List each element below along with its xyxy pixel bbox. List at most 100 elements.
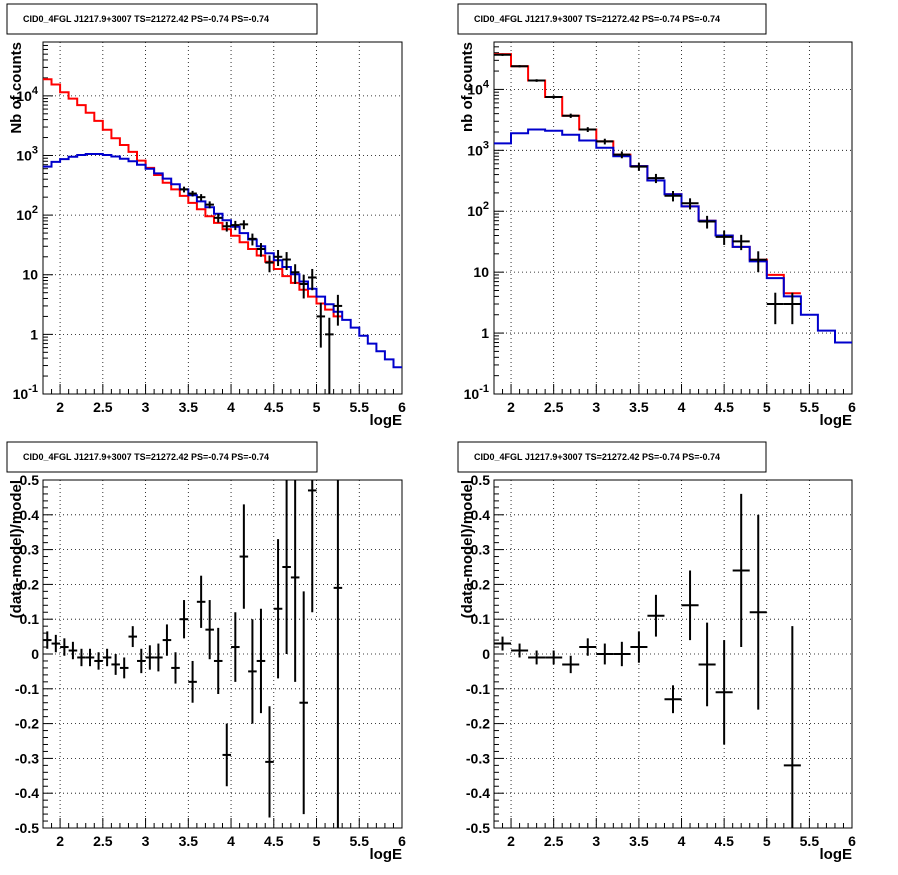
data-point (647, 594, 665, 637)
data-point (231, 612, 240, 682)
data-point (613, 151, 631, 159)
x-tick-label: 3.5 (179, 399, 199, 415)
y-tick-label: -0.2 (15, 716, 39, 732)
data-point (681, 198, 699, 210)
plot-title-box (6, 441, 318, 473)
data-point (630, 631, 648, 663)
y-tick-label: 1 (481, 325, 489, 341)
data-point (333, 480, 343, 828)
data-point (162, 624, 172, 656)
data-point (579, 127, 597, 132)
y-tick-label-exp: -1 (479, 383, 489, 395)
plot-title: CID0_4FGL J1217.9+3007 TS=21272.42 PS=-0… (23, 452, 269, 462)
x-tick-label: 2.5 (93, 399, 113, 415)
data-point (664, 685, 682, 714)
data-point (766, 292, 784, 325)
data-point (196, 194, 206, 201)
y-tick-label-exp: -1 (28, 383, 38, 395)
y-tick-label: 104 (467, 78, 490, 97)
x-tick-label: 5 (313, 399, 321, 415)
data-point (248, 233, 257, 246)
data-point (213, 213, 223, 223)
data-point (732, 234, 750, 251)
data-point (205, 600, 214, 660)
data-point (316, 302, 326, 348)
data-point (715, 640, 733, 745)
data-point (196, 575, 206, 628)
x-tick-label: 4.5 (714, 399, 734, 415)
data-point (179, 186, 189, 193)
y-tick-label: 0.3 (20, 542, 40, 558)
plot-frame (493, 41, 853, 395)
data-point (596, 643, 614, 665)
y-tick-label: -0.4 (466, 785, 490, 801)
data-point (205, 201, 214, 209)
y-tick-label: -0.2 (466, 716, 490, 732)
data-point (256, 243, 266, 257)
grid (494, 42, 852, 394)
data-point (188, 660, 197, 703)
x-tick-label: 4 (678, 833, 686, 849)
y-tick-label: 103 (467, 139, 489, 158)
x-tick-label: 4.5 (264, 833, 284, 849)
data-point (171, 652, 180, 684)
plot-panel-4: CID0_4FGL J1217.9+3007 TS=21272.42 PS=-0… (457, 441, 856, 863)
y-axis-label: (data-model)/model (459, 480, 476, 618)
y-tick-label: 10 (22, 267, 38, 283)
y-tick-label: 1 (30, 326, 38, 342)
y-tick-label: 103 (16, 144, 38, 163)
plot-panel-2: CID0_4FGL J1217.9+3007 TS=21272.42 PS=-0… (457, 3, 856, 429)
series-step-line-2 (494, 128, 852, 344)
y-tick-label-exp: 4 (32, 85, 39, 97)
y-axis-label: (data-model)/model (8, 480, 25, 618)
data-point (239, 504, 249, 609)
data-point (94, 652, 103, 670)
x-tick-label: 4 (678, 399, 686, 415)
data-point (545, 95, 563, 99)
y-tick-label: -0.5 (466, 820, 490, 836)
data-point (231, 220, 240, 231)
data-point (145, 645, 155, 670)
data-point (137, 648, 146, 674)
y-tick-label: 0.1 (20, 611, 40, 627)
y-axis-label: Nb of counts (8, 42, 25, 134)
x-tick-label: 6 (398, 833, 406, 849)
data-point (290, 480, 300, 682)
plot-panel-1: CID0_4FGL J1217.9+3007 TS=21272.42 PS=-0… (6, 3, 406, 429)
data-point (325, 317, 334, 394)
y-tick-label: -0.3 (466, 750, 490, 766)
data-point (265, 706, 274, 818)
data-point (647, 173, 665, 184)
data-point (299, 274, 308, 299)
x-tick-label: 2.5 (544, 833, 564, 849)
y-tick-label: 102 (16, 204, 38, 223)
data-layer (494, 53, 852, 344)
y-tick-label: 102 (467, 200, 489, 219)
y-tick-label: 0.5 (20, 472, 40, 488)
x-tick-label: 4 (227, 399, 235, 415)
plot-title-box (457, 441, 767, 473)
data-point (732, 493, 750, 648)
data-point (119, 657, 129, 679)
y-tick-label-exp: 2 (32, 204, 38, 216)
data-point (333, 294, 343, 326)
grid (494, 480, 852, 828)
data-point (698, 622, 716, 707)
data-point (213, 627, 223, 695)
grid (43, 480, 402, 828)
x-tick-label: 3 (592, 399, 600, 415)
data-point (256, 608, 266, 714)
data-point (248, 619, 257, 724)
x-tick-label: 6 (398, 399, 406, 415)
y-tick-label: 0.1 (471, 611, 491, 627)
data-point (511, 643, 529, 658)
plot-title-box (457, 3, 767, 35)
y-tick-label: 10 (473, 264, 489, 280)
data-point (51, 634, 61, 653)
x-tick-label: 2 (507, 833, 515, 849)
data-point (128, 626, 138, 648)
data-point (545, 650, 563, 665)
data-point (664, 190, 682, 202)
data-point (77, 648, 86, 667)
y-tick-label-base: 10 (16, 207, 32, 223)
